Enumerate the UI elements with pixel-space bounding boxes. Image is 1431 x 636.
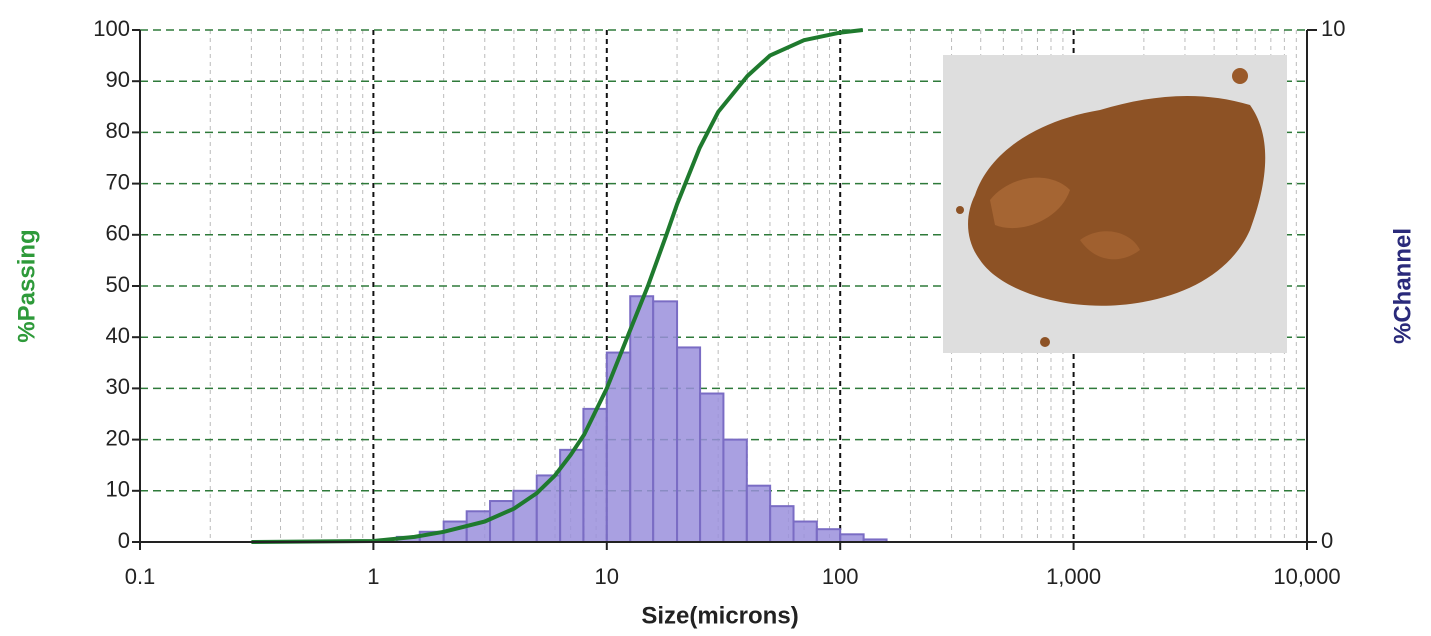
y-tick-label: 100 bbox=[93, 16, 130, 41]
y-tick-label: 90 bbox=[106, 67, 130, 92]
y2-axis-label: %Channel bbox=[1389, 228, 1416, 344]
histogram bbox=[395, 295, 888, 544]
x-tick-label: 10 bbox=[595, 564, 619, 589]
y-tick-label: 50 bbox=[106, 272, 130, 297]
histogram-bar bbox=[512, 489, 538, 543]
y-tick-label: 0 bbox=[118, 528, 130, 553]
y-axis-label: %Passing bbox=[13, 229, 40, 342]
x-axis-label: Size(microns) bbox=[641, 602, 798, 629]
x-tick-label: 1,000 bbox=[1046, 564, 1101, 589]
histogram-bar bbox=[535, 474, 562, 543]
histogram-bar bbox=[792, 520, 818, 544]
y-tick-label: 80 bbox=[106, 118, 130, 143]
y2-tick-label: 10 bbox=[1321, 16, 1345, 41]
histogram-bar bbox=[699, 392, 725, 543]
y-tick-label: 30 bbox=[106, 374, 130, 399]
histogram-bar bbox=[815, 528, 842, 544]
y-tick-label: 70 bbox=[106, 169, 130, 194]
histogram-bar bbox=[769, 505, 795, 544]
y2-tick-label: 0 bbox=[1321, 528, 1333, 553]
y-tick-label: 40 bbox=[106, 323, 130, 348]
y-tick-label: 60 bbox=[106, 221, 130, 246]
x-tick-label: 1 bbox=[367, 564, 379, 589]
histogram-bar bbox=[722, 438, 748, 544]
x-tick-label: 100 bbox=[822, 564, 859, 589]
x-tick-label: 10,000 bbox=[1273, 564, 1340, 589]
histogram-bar bbox=[745, 484, 772, 543]
histogram-bar bbox=[629, 295, 655, 543]
y-tick-label: 20 bbox=[106, 425, 130, 450]
y-tick-label: 10 bbox=[106, 477, 130, 502]
histogram-bar bbox=[489, 500, 515, 544]
inset-photo bbox=[943, 55, 1287, 353]
histogram-bar bbox=[652, 300, 679, 543]
histogram-bar bbox=[839, 533, 865, 544]
cumulative-line bbox=[251, 28, 864, 544]
x-tick-label: 0.1 bbox=[125, 564, 156, 589]
histogram-bar bbox=[676, 346, 702, 543]
